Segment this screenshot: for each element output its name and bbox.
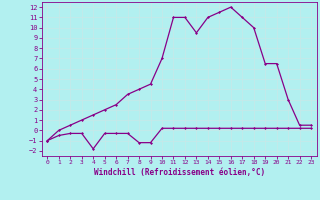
X-axis label: Windchill (Refroidissement éolien,°C): Windchill (Refroidissement éolien,°C) <box>94 168 265 177</box>
